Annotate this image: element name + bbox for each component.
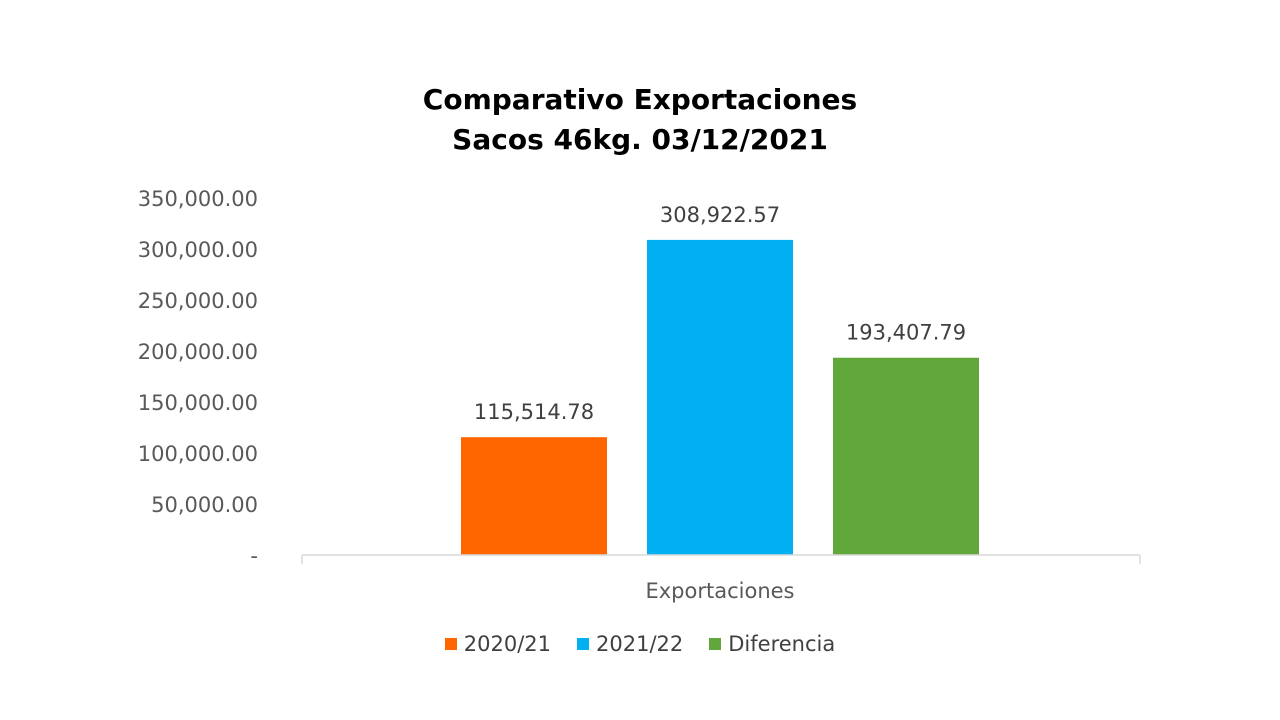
data-label-2020-21: 115,514.78 [474,400,594,424]
y-tick-label: 200,000.00 [138,340,258,364]
bar-diferencia [833,357,979,555]
legend-label-diferencia: Diferencia [728,632,836,656]
legend-label-2021-22: 2021/22 [596,632,684,656]
legend-swatch-diferencia [709,638,722,650]
x-category-label: Exportaciones [645,579,794,603]
y-tick-label: 250,000.00 [138,289,258,313]
chart-title-line-1: Comparativo Exportaciones [422,83,858,116]
y-tick-label: 50,000.00 [151,493,258,517]
bar-2021-22 [647,239,793,555]
y-tick-label: 300,000.00 [138,238,258,262]
y-tick-label: 100,000.00 [138,442,258,466]
legend-item-2020-21: 2020/21 [444,632,552,656]
legend-swatch-2021-22 [577,638,590,650]
legend-swatch-2020-21 [444,638,457,650]
legend-item-2021-22: 2021/22 [577,632,683,656]
data-label-diferencia: 193,407.79 [846,321,966,345]
y-tick-label: 150,000.00 [138,391,258,415]
y-tick-label: - [250,544,258,568]
chart-title: Comparativo Exportaciones Sacos 46kg. 03… [0,80,1280,160]
legend-label-2020-21: 2020/21 [463,632,552,656]
chart-legend: 2020/21 2021/22 Diferencia [0,632,1280,656]
legend-item-diferencia: Diferencia [709,632,835,656]
bar-2020-21 [461,437,607,555]
data-label-2021-22: 308,922.57 [660,203,780,227]
chart-title-line-2: Sacos 46kg. 03/12/2021 [452,123,828,156]
y-tick-label: 350,000.00 [138,187,258,211]
